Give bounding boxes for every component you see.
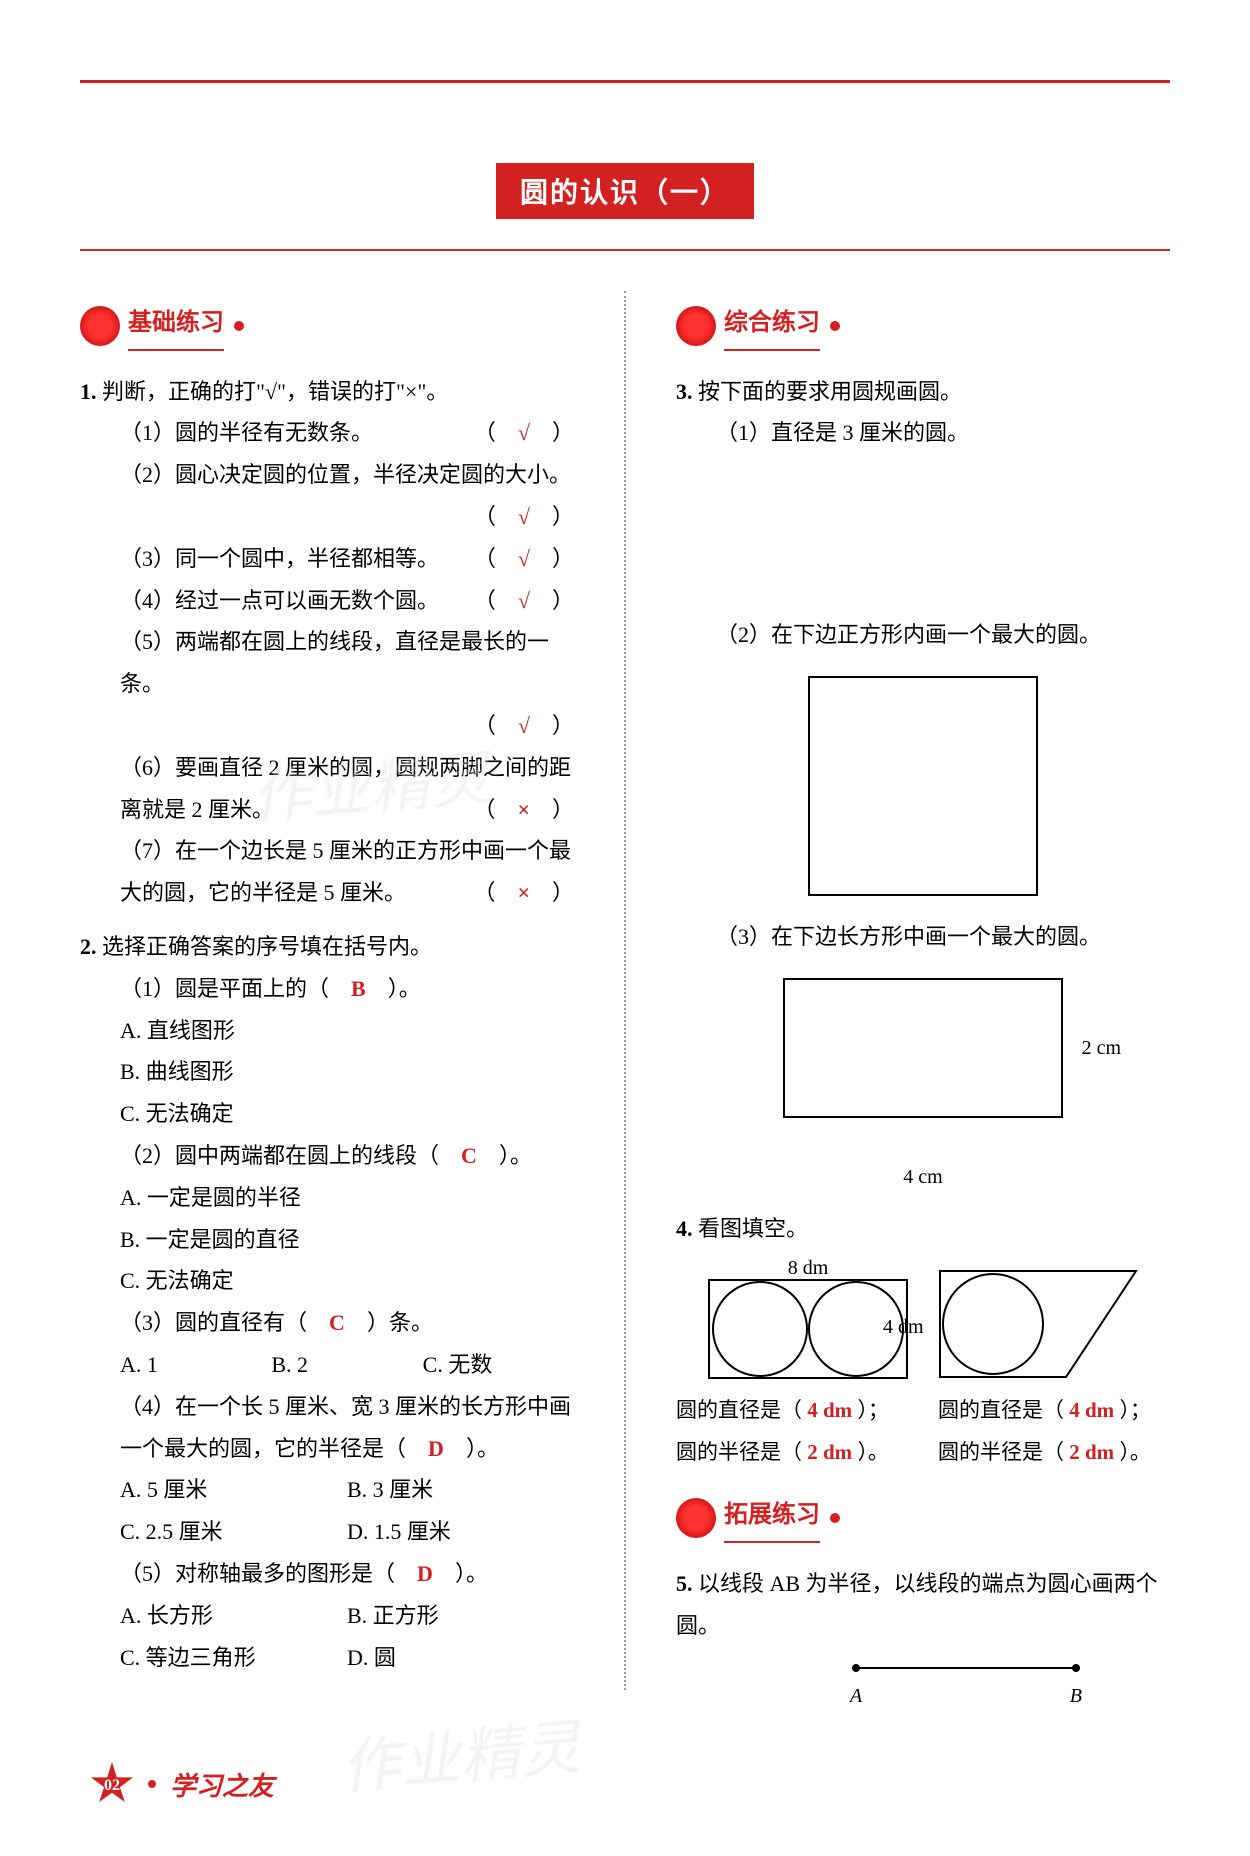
star-icon: 02: [90, 1762, 134, 1806]
q2-2-stem: （2）圆中两端都在圆上的线段（: [120, 1143, 439, 1168]
page-footer: 02 学习之友: [90, 1762, 274, 1806]
splash-icon: [676, 1498, 716, 1538]
q2-prompt: 选择正确答案的序号填在括号内。: [102, 934, 432, 959]
q1-5: （5）两端都在圆上的线段，直径是最长的一条。: [120, 629, 549, 696]
trapezoid-diagram: 4 dm: [938, 1269, 1138, 1379]
q2-3-optA: A. 1: [120, 1344, 271, 1386]
point-b-icon: [1072, 1664, 1080, 1672]
dot-icon: [148, 1780, 156, 1788]
q2-4-stem: （4）在一个长 5 厘米、宽 3 厘米的长方形中画一个最大的圆，它的半径是（: [120, 1394, 571, 1461]
dim-side: 4 dm: [883, 1308, 924, 1346]
section-comprehensive: 综合练习: [676, 301, 1170, 351]
rectangle-diagram: 2 cm: [783, 978, 1063, 1118]
q1-2-ans: √: [518, 504, 530, 529]
title-rule-bottom: [80, 249, 1170, 251]
q2-1-optA: A. 直线图形: [120, 1010, 574, 1052]
q2-2-ans: C: [461, 1143, 477, 1168]
q2-2-optB: B. 一定是圆的直径: [120, 1219, 574, 1261]
q2-4-optC: C. 2.5 厘米: [120, 1511, 347, 1553]
q1-5-ans: √: [518, 713, 530, 738]
splash-icon: [80, 306, 120, 346]
point-a-icon: [852, 1664, 860, 1672]
left-column: 基础练习 1. 判断，正确的打"√"，错误的打"×"。 （1）圆的半径有无数条。…: [80, 291, 574, 1690]
q2-2-optC: C. 无法确定: [120, 1260, 574, 1302]
q3-2: （2）在下边正方形内画一个最大的圆。: [676, 614, 1170, 656]
splash-icon: [676, 306, 716, 346]
section-label: 拓展练习: [724, 1493, 820, 1543]
square-diagram: [808, 676, 1038, 896]
dim-top: 8 dm: [708, 1249, 908, 1287]
q1-6-ans: ×: [517, 797, 530, 822]
q4-left-r: 2 dm: [807, 1440, 852, 1464]
trapezoid-svg: [938, 1269, 1138, 1379]
two-circles-diagram: 8 dm: [708, 1279, 908, 1379]
q2-3-ans: C: [329, 1310, 345, 1335]
q1-2: （2）圆心决定圆的位置，半径决定圆的大小。: [120, 462, 571, 487]
q2-3-optC: C. 无数: [423, 1344, 574, 1386]
q4-left-d: 4 dm: [807, 1398, 852, 1422]
q2-3-optB: B. 2: [271, 1344, 422, 1386]
section-label: 综合练习: [724, 301, 820, 351]
q3-1: （1）直径是 3 厘米的圆。: [676, 412, 1170, 454]
q2-2-optA: A. 一定是圆的半径: [120, 1177, 574, 1219]
question-2: 2. 选择正确答案的序号填在括号内。 （1）圆是平面上的（ B ）。 A. 直线…: [80, 926, 574, 1678]
q2-5-optA: A. 长方形: [120, 1595, 347, 1637]
watermark: 作业精灵: [337, 1699, 584, 1807]
q1-3: （3）同一个圆中，半径都相等。: [120, 538, 439, 580]
q2-5-optC: C. 等边三角形: [120, 1637, 347, 1679]
segment-ab: A B: [856, 1667, 1076, 1669]
q1-7-ans: ×: [517, 880, 530, 905]
q2-5-stem: （5）对称轴最多的图形是（: [120, 1561, 395, 1586]
q5-prompt: 以线段 AB 为半径，以线段的端点为圆心画两个圆。: [676, 1571, 1158, 1638]
q1-1: （1）圆的半径有无数条。: [120, 412, 373, 454]
page-title: 圆的认识（一）: [496, 163, 754, 219]
section-basic: 基础练习: [80, 301, 574, 351]
question-5: 5. 以线段 AB 为半径，以线段的端点为圆心画两个圆。 A B: [676, 1563, 1170, 1669]
q2-1-stem: （1）圆是平面上的（: [120, 976, 329, 1001]
q2-4-ans: D: [428, 1436, 444, 1461]
q3-prompt: 按下面的要求用圆规画圆。: [698, 379, 962, 404]
question-1: 1. 判断，正确的打"√"，错误的打"×"。 （1）圆的半径有无数条。（ √ ）…: [80, 371, 574, 914]
rect-right-label: 2 cm: [1082, 1029, 1121, 1067]
q2-5-ans: D: [417, 1561, 433, 1586]
q2-1-ans: B: [351, 976, 366, 1001]
footer-brand: 学习之友: [170, 1766, 274, 1803]
page-number: 02: [104, 1777, 120, 1795]
q1-4-ans: √: [518, 588, 530, 613]
q3-3: （3）在下边长方形中画一个最大的圆。: [676, 916, 1170, 958]
label-a: A: [850, 1677, 862, 1715]
q1-3-ans: √: [518, 546, 530, 571]
q4-right-d: 4 dm: [1069, 1398, 1114, 1422]
question-4: 4. 看图填空。 8 dm 4 dm: [676, 1208, 1170, 1474]
q2-4-optD: D. 1.5 厘米: [347, 1511, 574, 1553]
q2-4-optA: A. 5 厘米: [120, 1469, 347, 1511]
q1-prompt: 判断，正确的打"√"，错误的打"×"。: [102, 379, 448, 404]
rect-bottom-label: 4 cm: [676, 1158, 1170, 1196]
q1-4: （4）经过一点可以画无数个圆。: [120, 580, 439, 622]
q2-1-optB: B. 曲线图形: [120, 1051, 574, 1093]
q1-1-ans: √: [518, 420, 530, 445]
title-rule-top: [80, 80, 1170, 83]
right-column: 综合练习 3. 按下面的要求用圆规画圆。 （1）直径是 3 厘米的圆。 （2）在…: [676, 291, 1170, 1690]
q4-prompt: 看图填空。: [698, 1216, 808, 1241]
q2-4-optB: B. 3 厘米: [347, 1469, 574, 1511]
dot-icon: [830, 321, 840, 331]
q2-5-optB: B. 正方形: [347, 1595, 574, 1637]
section-extension: 拓展练习: [676, 1493, 1170, 1543]
q4-right-r: 2 dm: [1069, 1440, 1114, 1464]
q2-5-optD: D. 圆: [347, 1637, 574, 1679]
label-b: B: [1070, 1677, 1082, 1715]
section-label: 基础练习: [128, 301, 224, 351]
circle-icon: [712, 1281, 808, 1377]
q2-1-optC: C. 无法确定: [120, 1093, 574, 1135]
question-3: 3. 按下面的要求用圆规画圆。 （1）直径是 3 厘米的圆。 （2）在下边正方形…: [676, 371, 1170, 1196]
q2-3-stem: （3）圆的直径有（: [120, 1310, 307, 1335]
column-divider: [624, 291, 626, 1690]
dot-icon: [830, 1513, 840, 1523]
dot-icon: [234, 321, 244, 331]
